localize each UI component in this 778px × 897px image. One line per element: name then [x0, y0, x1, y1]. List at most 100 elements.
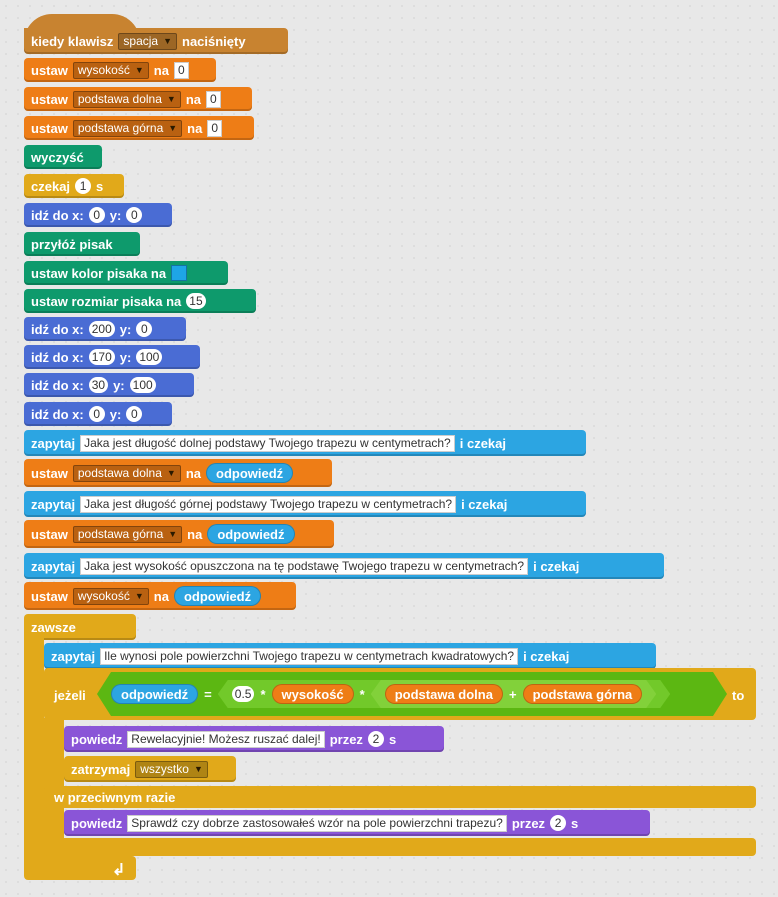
and-wait-label: i czekaj — [461, 496, 508, 512]
variable-dropdown[interactable]: wysokość ▼ — [72, 587, 149, 605]
y-input[interactable]: 100 — [136, 349, 163, 365]
answer-reporter[interactable]: odpowiedź — [173, 586, 262, 606]
set-upper-base-answer-block[interactable]: ustaw podstawa górna ▼ na odpowiedź — [24, 520, 334, 548]
question-input[interactable]: Ile wynosi pole powierzchni Twojego trap… — [100, 647, 519, 665]
when-key-pressed-block[interactable]: kiedy klawisz spacja ▼ naciśnięty — [24, 28, 288, 54]
ask-and-wait-block[interactable]: zapytaj Ile wynosi pole powierzchni Twoj… — [44, 643, 656, 669]
forever-block[interactable]: zawsze — [24, 614, 136, 640]
set-pen-color-block[interactable]: ustaw kolor pisaka na — [24, 261, 228, 285]
ask-and-wait-block[interactable]: zapytaj Jaka jest wysokość opuszczona na… — [24, 553, 664, 579]
value-input[interactable]: 0 — [206, 90, 221, 108]
set-height-block[interactable]: ustaw wysokość ▼ na 0 — [24, 58, 216, 82]
answer-reporter[interactable]: odpowiedź — [206, 463, 294, 483]
half-input[interactable]: 0.5 — [232, 686, 255, 702]
multiply-symbol: * — [359, 686, 365, 702]
goto-label: idź do x: — [31, 349, 84, 365]
loop-arrow-icon: ↲ — [112, 862, 126, 879]
wait-seconds-input[interactable]: 1 — [75, 178, 92, 194]
x-input[interactable]: 30 — [88, 377, 109, 393]
seconds-unit: s — [571, 815, 579, 831]
say-label: powiedz — [71, 731, 123, 747]
color-swatch[interactable] — [171, 265, 188, 281]
seconds-input[interactable]: 2 — [550, 815, 567, 831]
to-label: na — [153, 62, 169, 78]
variable-dropdown[interactable]: podstawa dolna ▼ — [72, 90, 181, 108]
answer-reporter[interactable]: odpowiedź — [111, 684, 198, 704]
for-label: przez — [329, 731, 363, 747]
else-label: w przeciwnym razie — [54, 790, 176, 805]
y-input[interactable]: 0 — [126, 406, 143, 422]
wait-label: czekaj — [31, 178, 71, 194]
clear-label: wyczyść — [31, 149, 84, 165]
question-input[interactable]: Jaka jest długość dolnej podstawy Twojeg… — [80, 434, 455, 452]
variable-dropdown[interactable]: wysokość ▼ — [72, 61, 149, 79]
set-pen-size-block[interactable]: ustaw rozmiar pisaka na 15 — [24, 289, 256, 313]
x-input[interactable]: 0 — [88, 207, 105, 223]
equals-symbol: = — [204, 686, 212, 702]
question-input[interactable]: Jaka jest długość górnej podstawy Twojeg… — [80, 495, 457, 513]
if-label: jeżeli — [54, 688, 86, 703]
goto-xy-block[interactable]: idź do x: 30 y: 100 — [24, 373, 194, 397]
x-input[interactable]: 170 — [88, 349, 115, 365]
set-upper-base-block[interactable]: ustaw podstawa górna ▼ na 0 — [24, 116, 254, 140]
say-for-secs-block[interactable]: powiedz Sprawdź czy dobrze zastosowałeś … — [64, 810, 650, 836]
value-input[interactable]: 0 — [173, 61, 189, 79]
stop-option-dropdown[interactable]: wszystko ▼ — [135, 760, 208, 778]
to-label: na — [187, 120, 203, 136]
goto-xy-block[interactable]: idź do x: 200 y: 0 — [24, 317, 186, 341]
variable-dropdown[interactable]: podstawa górna ▼ — [72, 119, 183, 137]
key-dropdown[interactable]: spacja ▼ — [118, 32, 177, 50]
y-input[interactable]: 0 — [136, 321, 153, 337]
for-label: przez — [511, 815, 546, 831]
equals-operator[interactable]: odpowiedź = 0.5 * wysokość * podstawa do… — [97, 672, 727, 716]
say-for-secs-block[interactable]: powiedz Rewelacyjnie! Możesz ruszać dale… — [64, 726, 444, 752]
chevron-down-icon: ▼ — [168, 123, 178, 133]
wait-block[interactable]: czekaj 1 s — [24, 174, 124, 198]
set-height-answer-block[interactable]: ustaw wysokość ▼ na odpowiedź — [24, 582, 296, 610]
value-input[interactable]: 0 — [207, 119, 223, 137]
y-label: y: — [109, 207, 122, 223]
ask-label: zapytaj — [51, 648, 96, 664]
and-wait-label: i czekaj — [459, 435, 506, 451]
stop-block[interactable]: zatrzymaj wszystko ▼ — [64, 756, 236, 782]
hat-text-1: kiedy klawisz — [31, 33, 114, 49]
chevron-down-icon: ▼ — [134, 65, 144, 75]
upper-base-variable[interactable]: podstawa górna — [523, 684, 643, 704]
x-input[interactable]: 0 — [88, 406, 105, 422]
x-input[interactable]: 200 — [88, 321, 115, 337]
forever-rail — [24, 638, 44, 860]
seconds-input[interactable]: 2 — [367, 731, 384, 747]
pen-color-label: ustaw kolor pisaka na — [31, 265, 167, 281]
else-header[interactable] — [44, 786, 756, 808]
goto-xy-block[interactable]: idź do x: 0 y: 0 — [24, 203, 172, 227]
set-lower-base-block[interactable]: ustaw podstawa dolna ▼ na 0 — [24, 87, 252, 111]
height-variable[interactable]: wysokość — [272, 684, 354, 704]
set-lower-base-answer-block[interactable]: ustaw podstawa dolna ▼ na odpowiedź — [24, 459, 332, 487]
message-input[interactable]: Sprawdź czy dobrze zastosowałeś wzór na … — [127, 814, 507, 832]
multiply-operator[interactable]: 0.5 * wysokość * podstawa dolna + podsta… — [218, 680, 670, 708]
pen-size-input[interactable]: 15 — [186, 293, 206, 309]
answer-reporter[interactable]: odpowiedź — [207, 524, 295, 544]
variable-dropdown[interactable]: podstawa górna ▼ — [72, 525, 183, 543]
goto-xy-block[interactable]: idź do x: 0 y: 0 — [24, 402, 172, 426]
question-input[interactable]: Jaka jest wysokość opuszczona na tę pods… — [80, 557, 529, 575]
goto-xy-block[interactable]: idź do x: 170 y: 100 — [24, 345, 200, 369]
to-label: na — [153, 588, 169, 604]
y-input[interactable]: 100 — [129, 377, 156, 393]
variable-dropdown[interactable]: podstawa dolna ▼ — [72, 464, 181, 482]
add-operator[interactable]: podstawa dolna + podstawa górna — [371, 680, 657, 708]
y-label: y: — [119, 321, 132, 337]
forever-foot — [24, 856, 136, 880]
chevron-down-icon: ▼ — [134, 591, 144, 601]
to-label: na — [185, 91, 202, 107]
clear-block[interactable]: wyczyść — [24, 145, 102, 169]
y-input[interactable]: 0 — [126, 207, 143, 223]
pen-down-block[interactable]: przyłóż pisak — [24, 232, 140, 256]
set-label: ustaw — [31, 465, 68, 481]
set-label: ustaw — [31, 91, 68, 107]
ask-and-wait-block[interactable]: zapytaj Jaka jest długość dolnej podstaw… — [24, 430, 586, 456]
lower-base-variable[interactable]: podstawa dolna — [385, 684, 503, 704]
ask-and-wait-block[interactable]: zapytaj Jaka jest długość górnej podstaw… — [24, 491, 586, 517]
goto-label: idź do x: — [31, 377, 84, 393]
message-input[interactable]: Rewelacyjnie! Możesz ruszać dalej! — [127, 730, 325, 748]
